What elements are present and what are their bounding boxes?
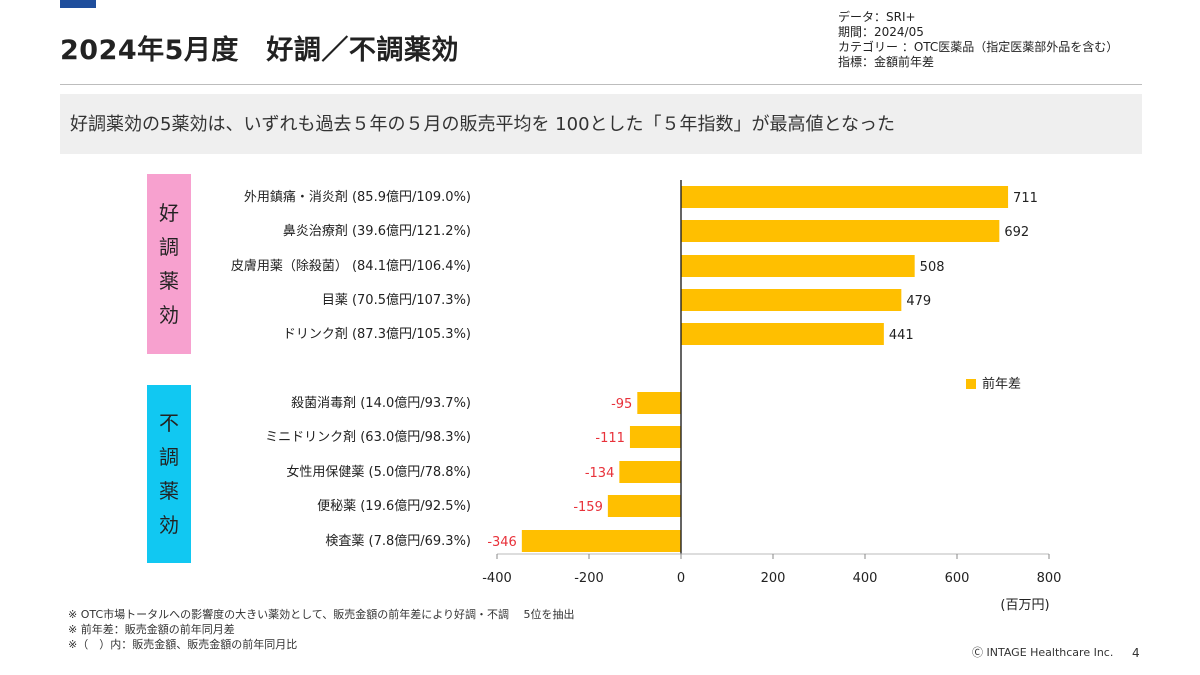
good-group-char: 好 [159,201,179,225]
good-group-char: 効 [159,303,179,327]
unit-label: (百万円) [1000,598,1049,613]
bar [681,220,1000,242]
data-label: 711 [1013,191,1038,206]
bar [629,426,681,448]
category-label: ミニドリンク剤 (63.0億円/98.3%) [265,429,471,445]
headline-band [60,94,1142,154]
legend-swatch [966,379,976,389]
bad-group-char: 薬 [159,479,179,503]
data-label: -111 [595,431,625,446]
bar [681,255,915,277]
bar [619,461,681,483]
x-tick-label: -200 [574,571,604,586]
bad-group-label: 不 調 薬 効 [147,385,191,563]
category-label: 便秘薬 (19.6億円/92.5%) [317,498,471,514]
data-label: 508 [920,260,945,275]
bar [607,495,681,517]
footnote: ※ OTC市場トータルへの影響度の大きい薬効として、販売金額の前年差により好調・… [68,608,575,621]
data-label: -95 [611,397,632,412]
x-tick-label: 400 [853,571,878,586]
category-label: 女性用保健薬 (5.0億円/78.8%) [286,464,471,480]
x-tick-label: 200 [761,571,786,586]
bar [681,289,902,311]
category-label: 殺菌消毒剤 (14.0億円/93.7%) [291,395,471,411]
meta-indicator: 指標：金額前年差 [838,55,935,69]
bad-group-char: 不 [159,411,179,435]
category-label: 外用鎮痛・消炎剤 (85.9億円/109.0%) [244,189,471,205]
footnote: ※（ ）内：販売金額、販売金額の前年同月比 [68,638,298,651]
page-title: 2024年5月度 好調／不調薬効 [60,35,459,66]
meta-data-source: データ：SRI+ [838,10,916,24]
corner-accent [60,0,96,8]
legend-label: 前年差 [982,376,1021,392]
data-label: 692 [1004,225,1029,240]
headline-text: 好調薬効の5薬効は、いずれも過去５年の５月の販売平均を 100とした「５年指数」… [70,114,895,135]
category-label: 目薬 (70.5億円/107.3%) [322,292,471,308]
good-group-char: 薬 [159,269,179,293]
category-label: 皮膚用薬（除殺菌） (84.1億円/106.4%) [231,258,471,274]
bar [637,392,681,414]
data-label: -159 [573,500,603,515]
meta-category: カテゴリー ：OTC医薬品（指定医薬部外品を含む） [838,40,1119,54]
bar [681,323,884,345]
data-info: データ：SRI+ 期間：2024/05 カテゴリー ：OTC医薬品（指定医薬部外… [838,10,1118,70]
good-group-char: 調 [159,235,179,259]
page-number: 4 [1132,646,1140,660]
footnote: ※ 前年差：販売金額の前年同月差 [68,623,235,636]
category-label: 鼻炎治療剤 (39.6億円/121.2%) [283,223,471,239]
title-divider [60,84,1142,85]
x-tick-label: -400 [482,571,512,586]
data-label: -346 [487,535,517,550]
meta-period: 期間：2024/05 [838,25,924,39]
bad-group-char: 効 [159,513,179,537]
data-label: 441 [889,328,914,343]
data-label: 479 [906,294,931,309]
bar [521,530,681,552]
category-label: ドリンク剤 (87.3億円/105.3%) [283,326,471,342]
footnotes: ※ OTC市場トータルへの影響度の大きい薬効として、販売金額の前年差により好調・… [68,607,575,652]
x-tick-label: 600 [945,571,970,586]
data-label: -134 [585,466,615,481]
category-label: 検査薬 (7.8億円/69.3%) [325,533,471,549]
copyright: Ⓒ INTAGE Healthcare Inc. [972,646,1114,659]
x-tick-label: 800 [1037,571,1062,586]
x-tick-label: 0 [677,571,685,586]
bar [681,186,1009,208]
good-group-label: 好 調 薬 効 [147,174,191,354]
bad-group-char: 調 [159,445,179,469]
